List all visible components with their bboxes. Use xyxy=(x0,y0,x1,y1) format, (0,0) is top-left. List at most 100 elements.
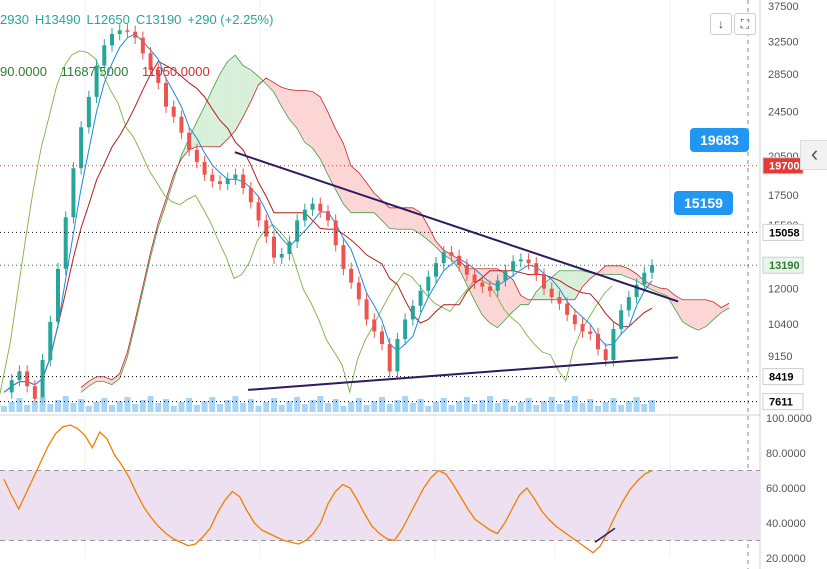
ichimoku-cloud-segment xyxy=(721,303,729,313)
candle-body xyxy=(364,299,369,320)
candle-body xyxy=(117,30,122,34)
price-tick-37500: 37500 xyxy=(768,1,799,13)
volume-bar xyxy=(394,400,401,412)
price-label-box-15058 xyxy=(762,223,804,241)
ichimoku-cloud-segment xyxy=(513,279,521,312)
candle-body xyxy=(518,259,523,262)
volume-bar xyxy=(78,399,85,412)
volume-bar xyxy=(564,400,571,412)
arrow-down-icon: ↓ xyxy=(718,17,724,31)
ichimoku-cloud-segment xyxy=(389,207,398,230)
candle-body xyxy=(403,319,408,339)
volume-bar xyxy=(649,400,655,412)
volume-bar xyxy=(340,406,347,412)
volume-bar xyxy=(325,403,331,412)
volume-bar xyxy=(386,404,393,412)
volume-bar xyxy=(39,397,46,412)
price-label-box-7611 xyxy=(762,393,804,411)
volume-bar xyxy=(1,406,7,412)
candle-body xyxy=(40,360,45,399)
candle-body xyxy=(441,252,446,264)
download-button[interactable]: ↓ xyxy=(710,13,732,35)
candle-body xyxy=(295,220,300,242)
ichimoku-cloud-segment xyxy=(204,89,213,147)
ichimoku-cloud-segment xyxy=(212,74,220,147)
ichimoku-cloud-segment xyxy=(358,172,367,213)
volume-bar xyxy=(271,398,277,412)
ohlc-legend: 2930 H13490 L12650 C13190 +290 (+2.25%) xyxy=(0,12,279,27)
ichimoku-cloud-segment xyxy=(381,200,390,229)
volume-bar xyxy=(571,396,578,412)
price-label-box-13190 xyxy=(762,256,804,274)
ichimoku-cloud-segment xyxy=(243,65,251,118)
candle-body xyxy=(449,252,454,256)
candle-body xyxy=(218,181,222,184)
volume-bar xyxy=(70,403,77,412)
volume-bar xyxy=(332,399,339,412)
candle-body xyxy=(248,188,253,203)
volume-bar xyxy=(595,406,601,412)
ichimoku-cloud-segment xyxy=(574,270,583,300)
ichimoku-cloud-segment xyxy=(327,111,336,190)
chevron-left-icon[interactable]: ‹ xyxy=(800,140,827,170)
candle-body xyxy=(264,220,269,237)
open-value: 2930 xyxy=(0,12,29,27)
volume-bar xyxy=(278,405,285,412)
volume-bar xyxy=(548,397,555,412)
ichimoku-cloud-segment xyxy=(690,299,699,331)
ichimoku-cloud-segment xyxy=(536,283,544,300)
ichimoku-cloud-segment xyxy=(613,265,621,275)
price-tick-17500: 17500 xyxy=(768,190,799,202)
candle-body xyxy=(464,265,469,275)
candle-body xyxy=(225,178,230,184)
ichimoku-value-3: 11050.0000 xyxy=(141,64,210,79)
candle-body xyxy=(71,168,76,218)
candle-body xyxy=(102,45,107,66)
candle-body xyxy=(580,324,585,332)
ichimoku-cloud-segment xyxy=(435,241,444,255)
price-label-15058: 15058 xyxy=(769,227,800,239)
volume-bar xyxy=(425,406,432,412)
candle-body xyxy=(171,106,176,117)
low-value: L12650 xyxy=(86,12,130,27)
candle-body xyxy=(9,380,14,393)
ichimoku-cloud-segment xyxy=(659,287,668,297)
ichimoku-cloud-segment xyxy=(289,89,297,129)
volume-bar xyxy=(47,404,54,412)
volume-bar xyxy=(463,397,470,412)
volume-bar xyxy=(240,403,247,412)
ichimoku-cloud-segment xyxy=(420,212,429,241)
ichimoku-cloud-segment xyxy=(250,69,259,102)
ichimoku-cloud-segment xyxy=(281,87,290,120)
volume-bar xyxy=(155,403,162,412)
volume-bar xyxy=(124,397,131,412)
rsi-line xyxy=(3,424,653,554)
candle-body xyxy=(156,69,161,83)
candle-body xyxy=(256,202,261,221)
candle-body xyxy=(634,284,639,298)
candle-body xyxy=(48,321,53,361)
ichimoku-cloud-segment xyxy=(505,273,513,320)
candle-body xyxy=(310,203,315,210)
ichimoku-cloud-segment xyxy=(235,55,243,131)
candle-body xyxy=(619,310,624,330)
ichimoku-cloud-segment xyxy=(227,55,236,140)
ichimoku-cloud-segment xyxy=(81,381,89,393)
candle-body xyxy=(642,272,647,285)
candle-body xyxy=(148,53,153,70)
rsi-tick-20: 20.0000 xyxy=(766,553,806,565)
volume-bar xyxy=(16,398,23,412)
ichimoku-cloud-segment xyxy=(651,284,660,293)
fullscreen-button[interactable]: ⛶ xyxy=(734,13,756,35)
volume-bar xyxy=(456,401,463,412)
ichimoku-cloud-segment xyxy=(335,128,344,204)
candle-body xyxy=(56,268,60,322)
candle-body xyxy=(434,263,438,277)
candle-body xyxy=(356,282,361,300)
rsi-divergence-line xyxy=(594,527,616,543)
candle-body xyxy=(341,245,346,269)
price-tick-24500: 24500 xyxy=(768,107,799,119)
high-value: H13490 xyxy=(34,12,81,27)
ichimoku-cloud-segment xyxy=(304,90,313,149)
